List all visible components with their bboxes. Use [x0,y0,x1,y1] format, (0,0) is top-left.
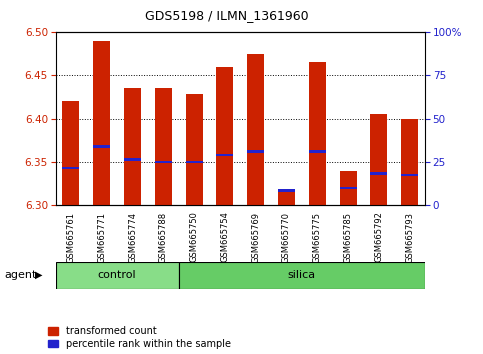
Bar [340,171,356,205]
Bar [247,53,264,205]
Bar [401,174,418,176]
Bar [124,158,141,161]
Bar [62,101,79,205]
Bar [179,262,425,289]
Bar [247,150,264,153]
Bar [185,161,202,163]
Bar [216,154,233,156]
Bar [309,150,326,153]
Bar [62,167,79,169]
Legend: transformed count, percentile rank within the sample: transformed count, percentile rank withi… [48,326,231,349]
Text: GDS5198 / ILMN_1361960: GDS5198 / ILMN_1361960 [145,9,309,22]
Text: ▶: ▶ [35,270,43,280]
Bar [93,145,110,148]
Text: silica: silica [288,270,316,280]
Bar [309,62,326,205]
Bar [278,189,295,192]
Bar [278,192,295,205]
Bar [93,40,110,205]
Bar [155,88,172,205]
Text: agent: agent [5,270,37,280]
Bar [340,187,356,189]
Bar [155,161,172,163]
Bar [124,88,141,205]
Bar [370,114,387,205]
Bar [370,172,387,175]
Bar [401,119,418,205]
Bar [185,94,202,205]
Bar [56,262,179,289]
Text: control: control [98,270,136,280]
Bar [216,67,233,205]
